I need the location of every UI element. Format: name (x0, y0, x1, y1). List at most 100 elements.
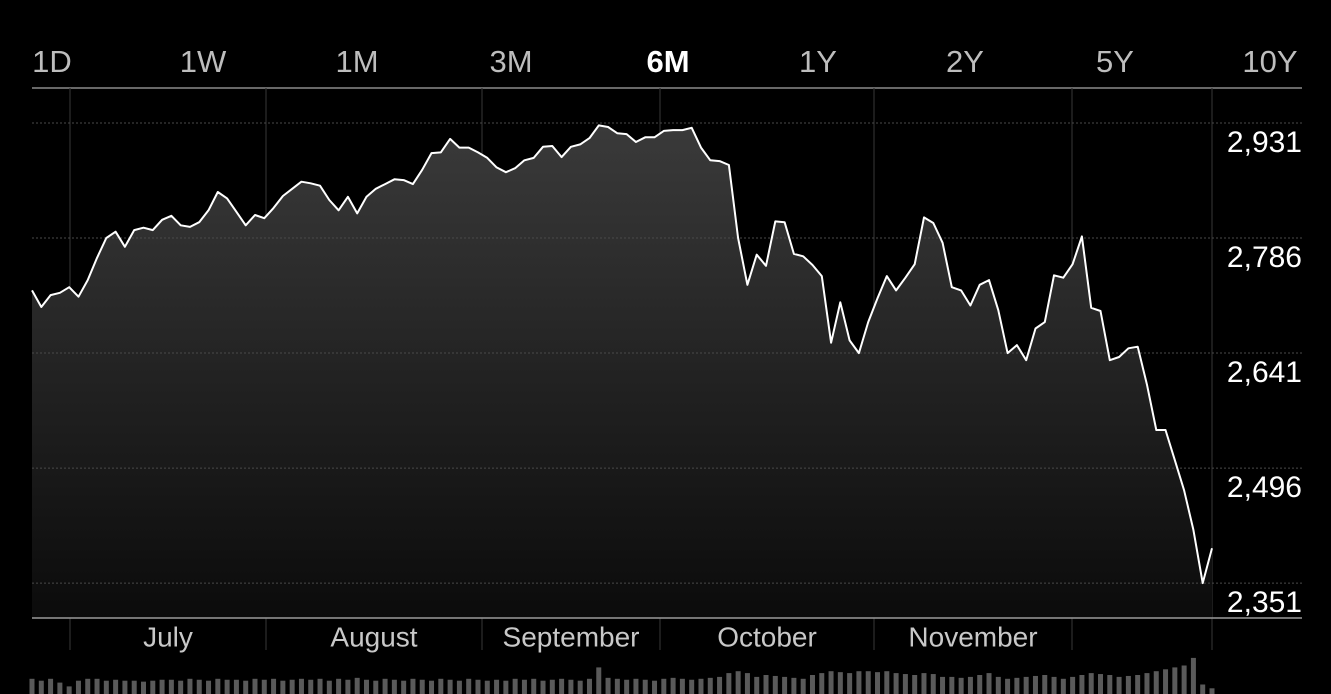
volume-bar (298, 678, 304, 694)
volume-bar (763, 675, 769, 694)
volume-bar (38, 680, 44, 694)
volume-bar (875, 672, 881, 694)
volume-bar (187, 678, 193, 694)
volume-bar (140, 681, 146, 694)
range-tab[interactable]: 10Y (1242, 44, 1297, 79)
volume-bar (1005, 678, 1011, 694)
range-tab[interactable]: 1M (335, 44, 378, 79)
volume-bar (475, 679, 481, 694)
volume-bar (1042, 675, 1048, 694)
range-tab[interactable]: 6M (646, 44, 689, 79)
volume-bar (1070, 676, 1076, 694)
volume-bar (1088, 673, 1094, 694)
volume-bar (354, 677, 360, 694)
range-tab[interactable]: 5Y (1096, 44, 1134, 79)
volume-bar (744, 673, 750, 694)
range-tab[interactable]: 1D (32, 44, 72, 79)
volume-bar (66, 686, 72, 694)
range-tab[interactable]: 1W (180, 44, 227, 79)
volume-bar (243, 680, 249, 694)
volume-bar (819, 673, 825, 694)
volume-bar (196, 679, 202, 694)
y-tick-label: 2,931 (1227, 126, 1302, 159)
range-tab[interactable]: 1Y (799, 44, 837, 79)
volume-bar (224, 679, 230, 694)
price-area (32, 125, 1212, 619)
volume-bar (233, 679, 239, 694)
volume-bar (150, 680, 156, 694)
volume-bar (949, 676, 955, 694)
volume-bar (735, 671, 741, 694)
volume-bar (828, 671, 834, 694)
volume-bar (577, 680, 583, 694)
range-tab[interactable]: 3M (489, 44, 532, 79)
volume-bar (568, 679, 574, 694)
volume-bar (252, 678, 258, 694)
volume-bar (586, 678, 592, 694)
volume-bar (596, 667, 602, 694)
volume-bar (652, 680, 658, 694)
volume-bar (930, 674, 936, 694)
volume-bar (1153, 671, 1159, 694)
volume-bar (336, 678, 342, 694)
volume-bar (865, 671, 871, 694)
volume-bar (48, 678, 54, 694)
volume-bar (540, 680, 546, 694)
volume-bar (57, 682, 63, 694)
volume-bar (168, 679, 174, 694)
volume-bar (1051, 676, 1057, 694)
volume-bar (382, 678, 388, 694)
volume-bar (633, 678, 639, 694)
volume-bar (363, 679, 369, 694)
volume-bar (75, 680, 81, 694)
volume-bar (494, 679, 500, 694)
y-tick-label: 2,496 (1227, 471, 1302, 504)
volume-bar (1172, 667, 1178, 694)
volume-bar (679, 678, 685, 694)
volume-bar (29, 678, 35, 694)
volume-bar (1014, 677, 1020, 694)
volume-bar (1098, 674, 1104, 694)
volume-bar (131, 680, 137, 694)
volume-bar (661, 678, 667, 694)
volume-bar (1116, 676, 1122, 694)
volume-bar (373, 680, 379, 694)
y-tick-label: 2,786 (1227, 241, 1302, 274)
volume-bar (531, 678, 537, 694)
volume-bar (317, 678, 323, 694)
volume-bar (1023, 676, 1029, 694)
volume-bar (503, 680, 509, 694)
volume-bar (521, 679, 527, 694)
volume-bar (856, 671, 862, 694)
range-tab[interactable]: 2Y (946, 44, 984, 79)
y-tick-label: 2,641 (1227, 356, 1302, 389)
volume-bar (791, 677, 797, 694)
volume-bar (642, 679, 648, 694)
volume-bar (159, 679, 165, 694)
volume-bar (438, 678, 444, 694)
volume-bar (466, 678, 472, 694)
x-tick-label: September (503, 621, 640, 652)
volume-bar (512, 678, 518, 694)
volume-bar (1060, 678, 1066, 694)
volume-bar (1144, 673, 1150, 694)
volume-bar (1079, 675, 1085, 694)
volume-bar (1209, 688, 1215, 694)
volume-bar (178, 680, 184, 694)
volume-bar (698, 678, 704, 694)
volume-bar (809, 675, 815, 694)
volume-bar (754, 676, 760, 694)
volume-bar (94, 678, 100, 694)
volume-bar (772, 675, 778, 694)
volume-bar (1163, 669, 1169, 694)
volume-bar (419, 679, 425, 694)
volume-bar (1032, 675, 1038, 694)
volume-bar (308, 679, 314, 694)
price-line (31, 124, 1213, 585)
x-tick-label: August (330, 621, 417, 652)
volume-bar (707, 677, 713, 694)
volume-bar (670, 677, 676, 694)
volume-bar (902, 674, 908, 694)
volume-bar (1190, 657, 1196, 694)
